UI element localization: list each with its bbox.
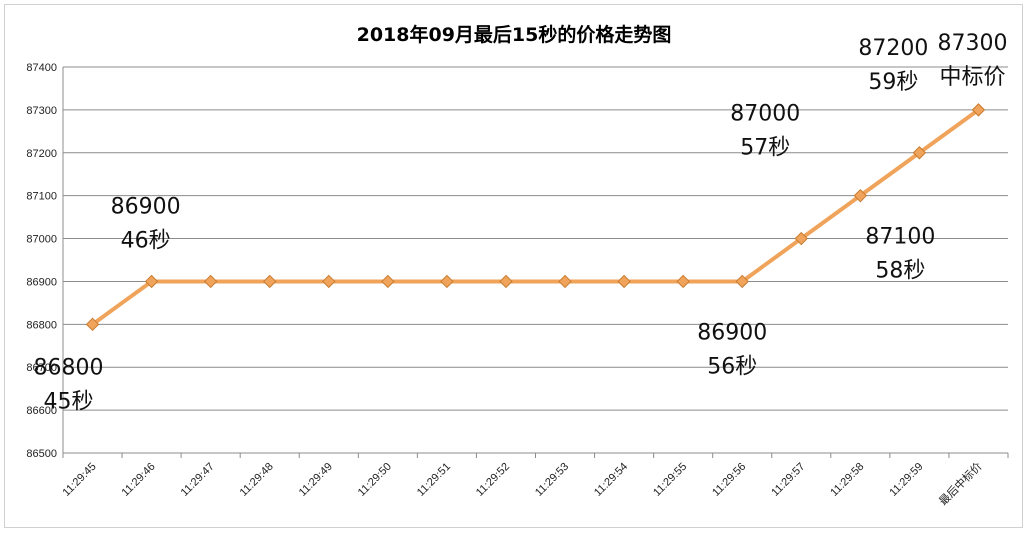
data-point — [617, 274, 631, 289]
data-point — [794, 231, 808, 246]
x-tick-label: 11:29:46 — [120, 461, 158, 499]
data-point — [85, 317, 100, 332]
x-tick-label: 11:29:51 — [415, 461, 453, 499]
data-point — [381, 274, 395, 289]
x-tick-label: 11:29:49 — [297, 461, 335, 499]
data-point — [735, 274, 749, 289]
annotation-label: 中标价 — [939, 65, 1005, 90]
series-line — [91, 108, 980, 326]
chart-title: 2018年09月最后15秒的价格走势图 — [357, 23, 672, 46]
annotation-value: 87300 — [937, 31, 1007, 56]
y-tick-label: 87000 — [26, 234, 57, 246]
x-tick-label: 11:29:53 — [533, 461, 571, 499]
data-point — [203, 274, 218, 289]
series-line-path — [91, 108, 980, 326]
x-tick-label: 11:29:54 — [592, 461, 630, 499]
data-point — [144, 274, 159, 289]
data-point — [676, 274, 690, 289]
data-point — [263, 274, 277, 289]
gridlines — [62, 66, 1008, 454]
x-tick-label: 11:29:52 — [474, 461, 512, 499]
annotation-label: 57秒 — [740, 136, 790, 161]
y-axis-ticks: 86500 86600 86700 86800 86900 87000 87100 87200… — [26, 62, 57, 460]
data-point — [558, 274, 572, 289]
x-tick-label: 11:29:48 — [238, 461, 276, 499]
y-tick-label: 86900 — [26, 276, 57, 288]
data-point — [440, 274, 454, 289]
annotation-label: 59秒 — [868, 70, 918, 95]
annotation-value: 87000 — [730, 102, 800, 127]
y-tick-label: 86800 — [26, 319, 57, 331]
annotation-label: 56秒 — [707, 354, 757, 379]
x-tick-label: 11:29:56 — [710, 461, 748, 499]
annotation-value: 87200 — [858, 36, 928, 61]
annotation-value: 86900 — [111, 194, 181, 219]
y-tick-label: 86500 — [26, 448, 57, 460]
x-tick-label: 最后中标价 — [936, 459, 985, 508]
y-tick-label: 87400 — [26, 62, 57, 74]
annotation-value: 87100 — [865, 225, 935, 250]
y-tick-label: 87100 — [26, 191, 57, 203]
data-point — [499, 274, 513, 289]
series-markers — [85, 103, 986, 332]
chart-frame: 2018年09月最后15秒的价格走势图 86500 86600 86700 86800… — [4, 4, 1023, 528]
data-point — [912, 146, 927, 160]
data-annotations: 86800 45秒 86900 46秒 86900 56秒 87000 57秒 87100 58秒… — [34, 31, 1008, 414]
data-point — [971, 103, 986, 117]
x-tick-label: 11:29:50 — [356, 461, 394, 499]
annotation-value: 86900 — [697, 320, 767, 345]
x-tick-label: 11:29:45 — [60, 461, 98, 499]
y-tick-label: 87300 — [26, 105, 57, 117]
x-tick-label: 11:29:58 — [828, 461, 866, 499]
x-tick-label: 11:29:47 — [179, 461, 217, 499]
data-point — [322, 274, 336, 289]
annotation-value: 86800 — [34, 355, 104, 380]
x-tick-label: 11:29:55 — [651, 461, 689, 499]
annotation-label: 45秒 — [44, 389, 94, 414]
y-tick-label: 86600 — [26, 405, 57, 417]
y-tick-label: 87200 — [26, 148, 57, 160]
x-tick-label: 11:29:57 — [769, 461, 807, 499]
price-trend-chart: 2018年09月最后15秒的价格走势图 86500866008670086800… — [26, 23, 1009, 508]
annotation-label: 58秒 — [875, 259, 925, 284]
x-axis-ticks: 11:29:45 11:29:46 11:29:47 11:29:48 11:29:49… — [60, 453, 1009, 508]
data-point — [853, 188, 868, 203]
x-tick-label: 11:29:59 — [887, 461, 925, 499]
y-tick-label: 86700 — [26, 362, 57, 374]
annotation-label: 46秒 — [121, 228, 171, 253]
